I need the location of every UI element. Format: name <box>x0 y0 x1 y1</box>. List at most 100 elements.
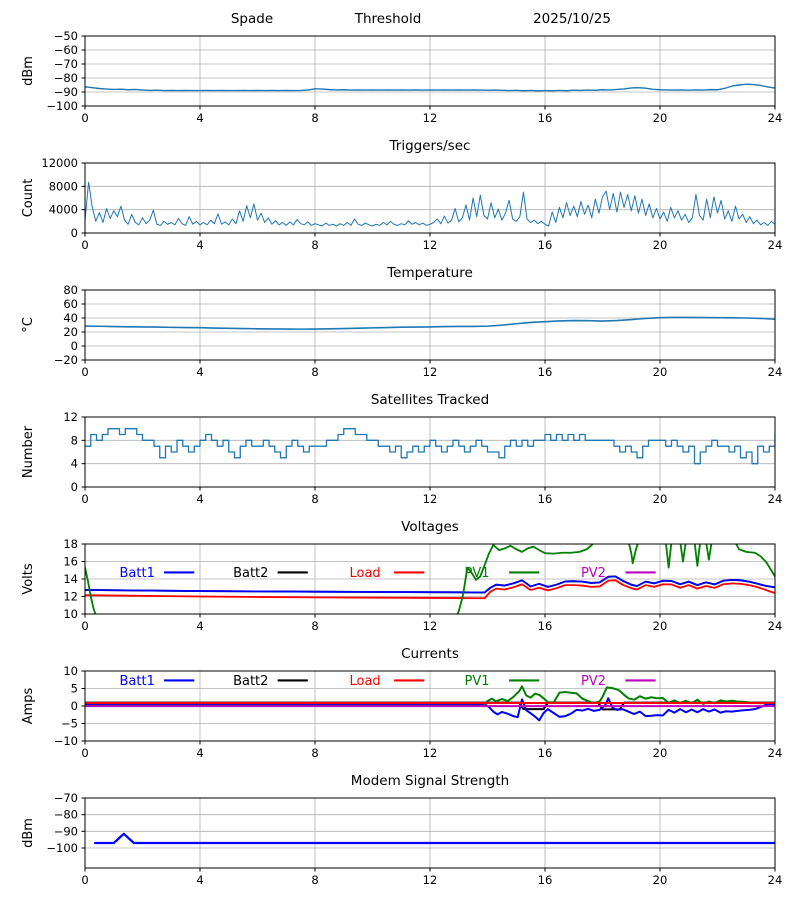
svg-text:−70: −70 <box>54 791 78 805</box>
svg-text:0: 0 <box>81 365 88 379</box>
svg-text:PV2: PV2 <box>581 566 606 581</box>
svg-text:40: 40 <box>63 311 78 325</box>
modem-title: Modem Signal Strength <box>350 773 510 789</box>
svg-text:PV1: PV1 <box>465 566 490 581</box>
spade-threshold-chart: Spade Threshold 2025/10/25 0 4 8 12 16 20 24 −1… <box>0 3 800 130</box>
svg-text:4000: 4000 <box>49 203 78 217</box>
svg-text:24: 24 <box>768 111 783 125</box>
svg-text:8: 8 <box>311 365 318 379</box>
svg-text:20: 20 <box>653 492 668 506</box>
svg-text:10: 10 <box>63 664 78 678</box>
satellites-plot: 0 4 8 12 16 20 24 0 4 8 12 Number <box>21 410 782 506</box>
svg-text:16: 16 <box>63 555 78 569</box>
svg-text:24: 24 <box>768 238 783 252</box>
svg-text:8: 8 <box>311 238 318 252</box>
svg-text:12: 12 <box>423 619 438 633</box>
svg-text:8: 8 <box>311 492 318 506</box>
svg-text:0: 0 <box>81 746 88 760</box>
currents-plot: Batt1 Batt2 Load PV1 PV2 0 4 8 12 16 20 24 −10 −5 0 5 10… <box>21 664 783 760</box>
svg-text:12: 12 <box>423 873 438 887</box>
date-label: 2025/10/25 <box>533 11 611 27</box>
temperature-title: Temperature <box>387 265 473 281</box>
voltages-plot: Batt1 Batt2 Load PV1 PV2 0 4 8 12 16 20 24 10 12 14 16 1… <box>21 537 783 633</box>
svg-text:24: 24 <box>768 873 783 887</box>
svg-text:5: 5 <box>71 682 78 696</box>
svg-text:10: 10 <box>63 607 78 621</box>
svg-text:8000: 8000 <box>49 179 78 193</box>
svg-text:12: 12 <box>423 238 438 252</box>
svg-text:Batt2: Batt2 <box>233 566 268 581</box>
svg-text:Count: Count <box>21 179 36 218</box>
svg-text:4: 4 <box>196 111 203 125</box>
svg-text:12: 12 <box>63 410 78 424</box>
svg-text:16: 16 <box>538 238 553 252</box>
svg-text:−20: −20 <box>54 353 78 367</box>
svg-text:16: 16 <box>538 111 553 125</box>
svg-text:12000: 12000 <box>41 156 78 170</box>
svg-text:24: 24 <box>768 365 783 379</box>
svg-text:20: 20 <box>653 746 668 760</box>
svg-text:Batt1: Batt1 <box>120 566 155 581</box>
svg-text:80: 80 <box>63 283 78 297</box>
svg-text:24: 24 <box>768 619 783 633</box>
spade-threshold-header: Spade Threshold 2025/10/25 <box>0 3 800 29</box>
svg-text:Batt2: Batt2 <box>233 674 268 689</box>
svg-text:0: 0 <box>81 111 88 125</box>
svg-text:16: 16 <box>538 619 553 633</box>
triggers-title: Triggers/sec <box>389 138 471 154</box>
svg-text:dBm: dBm <box>21 56 36 86</box>
svg-text:8: 8 <box>311 746 318 760</box>
svg-text:−100: −100 <box>46 99 78 113</box>
svg-text:4: 4 <box>196 365 203 379</box>
svg-text:8: 8 <box>311 873 318 887</box>
svg-text:20: 20 <box>653 238 668 252</box>
svg-text:Amps: Amps <box>21 687 36 724</box>
svg-text:16: 16 <box>538 873 553 887</box>
svg-text:60: 60 <box>63 297 78 311</box>
triggers-plot: 0 4 8 12 16 20 24 0 4000 8000 12000 Count <box>21 156 783 252</box>
svg-text:−5: −5 <box>61 717 78 731</box>
modem-chart: Modem Signal Strength 0 4 8 12 16 20 24 −100 −90… <box>0 765 800 892</box>
svg-text:16: 16 <box>538 746 553 760</box>
svg-text:0: 0 <box>81 238 88 252</box>
svg-text:0: 0 <box>71 480 78 494</box>
svg-text:0: 0 <box>81 492 88 506</box>
svg-text:−90: −90 <box>54 824 78 838</box>
svg-text:20: 20 <box>653 365 668 379</box>
svg-text:24: 24 <box>768 746 783 760</box>
svg-text:−50: −50 <box>54 29 78 43</box>
currents-chart: Currents Batt1 Batt2 Load PV1 PV2 0 4 8 12 16 20 24… <box>0 638 800 765</box>
voltages-title: Voltages <box>401 519 459 535</box>
satellites-chart: Satellites Tracked 0 4 8 12 16 20 24 0 4 8 12 Numbe… <box>0 384 800 511</box>
spade-threshold-plot: 0 4 8 12 16 20 24 −100−90−80−70−60−50 dBm <box>21 29 783 125</box>
currents-title: Currents <box>401 646 459 662</box>
temperature-chart: Temperature 0 4 8 12 16 20 24 −20 0 20 40 60 80 °C <box>0 257 800 384</box>
svg-text:PV1: PV1 <box>465 674 490 689</box>
svg-text:20: 20 <box>653 111 668 125</box>
svg-text:4: 4 <box>71 457 78 471</box>
svg-text:0: 0 <box>81 873 88 887</box>
svg-text:dBm: dBm <box>21 818 36 848</box>
svg-text:Batt1: Batt1 <box>120 674 155 689</box>
svg-text:4: 4 <box>196 619 203 633</box>
threshold-label: Threshold <box>354 11 422 27</box>
svg-text:4: 4 <box>196 873 203 887</box>
station-name: Spade <box>230 11 274 27</box>
svg-text:20: 20 <box>63 325 78 339</box>
svg-text:−10: −10 <box>54 734 78 748</box>
svg-text:Volts: Volts <box>21 563 36 595</box>
svg-text:−80: −80 <box>54 808 78 822</box>
svg-text:0: 0 <box>71 226 78 240</box>
svg-text:−80: −80 <box>54 71 78 85</box>
svg-text:°C: °C <box>21 317 36 333</box>
svg-text:−90: −90 <box>54 85 78 99</box>
svg-text:12: 12 <box>423 492 438 506</box>
svg-text:16: 16 <box>538 492 553 506</box>
svg-text:−70: −70 <box>54 57 78 71</box>
svg-text:Load: Load <box>350 566 381 581</box>
modem-plot: 0 4 8 12 16 20 24 −100 −90 −80 −70 dBm <box>21 791 783 887</box>
svg-text:Number: Number <box>21 425 36 478</box>
svg-text:12: 12 <box>63 590 78 604</box>
